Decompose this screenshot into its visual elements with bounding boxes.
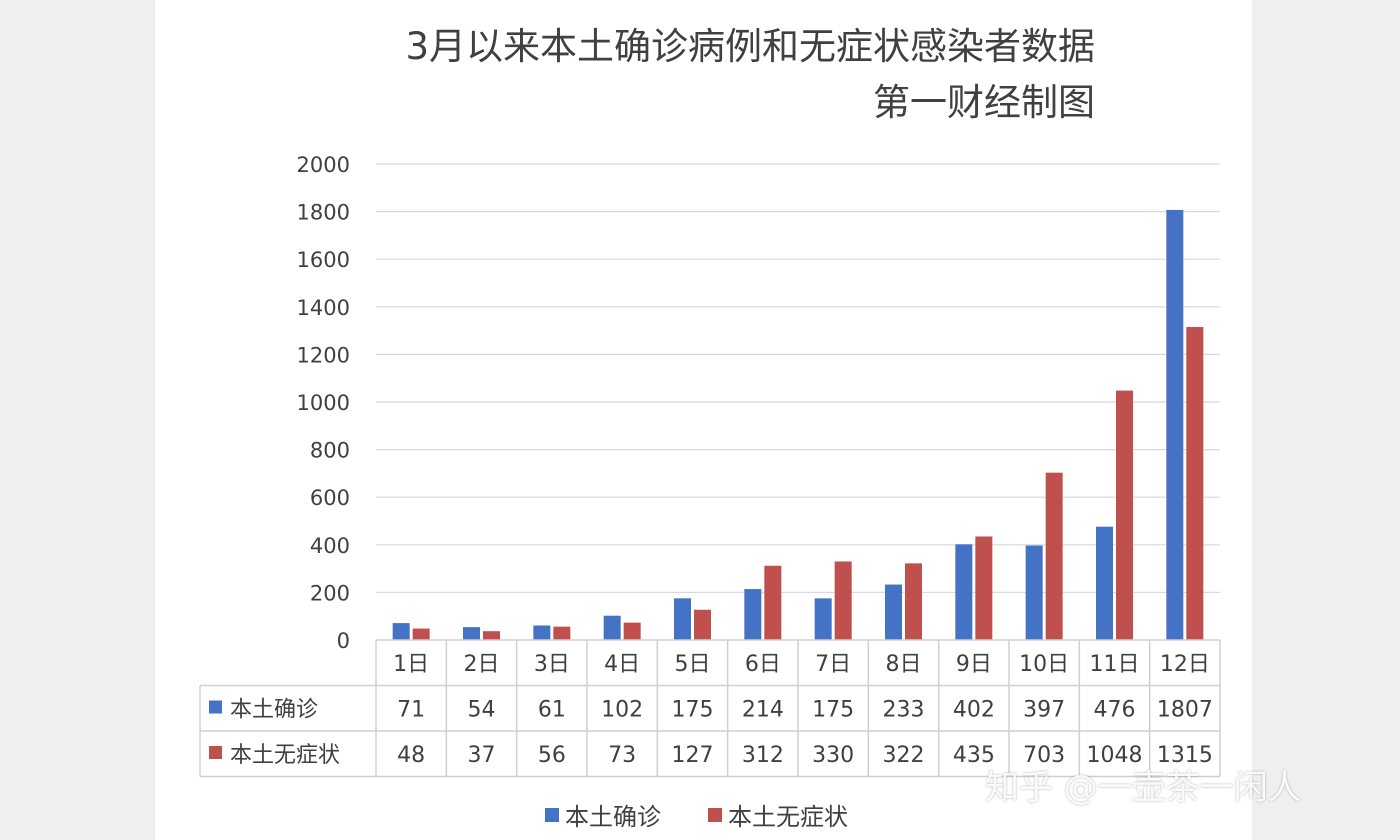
y-tick-label: 0 bbox=[337, 629, 350, 653]
bar-asymptomatic bbox=[553, 626, 571, 640]
table-legend-key bbox=[209, 700, 222, 714]
category-label: 8日 bbox=[886, 652, 922, 677]
table-value: 435 bbox=[953, 743, 995, 768]
table-value: 1315 bbox=[1157, 743, 1213, 768]
y-tick-label: 1200 bbox=[297, 343, 350, 367]
watermark: 知乎 @一壶茶一闲人 bbox=[985, 768, 1302, 808]
category-label: 3日 bbox=[534, 652, 570, 677]
category-label: 1日 bbox=[393, 652, 429, 677]
bar-asymptomatic bbox=[764, 565, 782, 640]
bar-confirmed bbox=[814, 598, 832, 640]
legend-label: 本土确诊 bbox=[565, 803, 661, 831]
table-value: 1807 bbox=[1157, 698, 1213, 723]
bar-confirmed bbox=[674, 598, 691, 640]
bar-asymptomatic bbox=[1186, 327, 1204, 640]
y-tick-label: 2000 bbox=[297, 153, 350, 177]
bar-confirmed bbox=[885, 584, 902, 640]
table-value: 330 bbox=[812, 743, 854, 768]
table-value: 233 bbox=[883, 698, 925, 723]
table-value: 397 bbox=[1023, 698, 1065, 723]
table-value: 54 bbox=[468, 698, 496, 723]
table-series-label: 本土确诊 bbox=[230, 698, 318, 723]
category-label: 11日 bbox=[1090, 652, 1140, 677]
table-value: 37 bbox=[468, 743, 496, 768]
chart-subtitle: 第一财经制图 bbox=[873, 81, 1095, 124]
y-tick-label: 1400 bbox=[297, 296, 350, 320]
bar-asymptomatic bbox=[1116, 390, 1133, 640]
category-label: 4日 bbox=[604, 652, 640, 677]
table-value: 214 bbox=[742, 698, 784, 723]
category-label: 9日 bbox=[956, 652, 992, 677]
y-tick-label: 1600 bbox=[297, 248, 350, 272]
bar-confirmed bbox=[392, 623, 410, 640]
table-legend-key bbox=[209, 746, 222, 759]
table-value: 175 bbox=[812, 698, 854, 723]
table-series-label: 本土无症状 bbox=[230, 743, 340, 768]
y-tick-label: 1800 bbox=[297, 201, 350, 225]
bar-asymptomatic bbox=[694, 609, 711, 640]
bar-confirmed bbox=[463, 627, 480, 640]
table-value: 102 bbox=[601, 698, 643, 723]
category-label: 2日 bbox=[464, 652, 500, 677]
legend-label: 本土无症状 bbox=[728, 803, 848, 831]
bar-confirmed bbox=[603, 615, 621, 640]
document-page bbox=[155, 0, 1252, 840]
bar-asymptomatic bbox=[1045, 472, 1063, 640]
bar-confirmed bbox=[955, 544, 973, 640]
y-tick-label: 400 bbox=[310, 534, 350, 558]
category-label: 5日 bbox=[675, 652, 711, 677]
y-tick-label: 200 bbox=[310, 581, 350, 605]
y-tick-label: 600 bbox=[310, 486, 350, 510]
chart-title: 3月以来本土确诊病例和无症状感染者数据 bbox=[405, 25, 1095, 68]
category-label: 6日 bbox=[745, 652, 781, 677]
legend-key bbox=[708, 808, 722, 822]
table-value: 48 bbox=[397, 743, 425, 768]
table-value: 402 bbox=[953, 698, 995, 723]
bar-confirmed bbox=[744, 589, 762, 640]
table-value: 1048 bbox=[1087, 743, 1143, 768]
bar-asymptomatic bbox=[483, 631, 500, 640]
table-value: 127 bbox=[672, 743, 714, 768]
category-label: 12日 bbox=[1160, 652, 1210, 677]
y-tick-label: 1000 bbox=[297, 391, 350, 415]
table-value: 56 bbox=[538, 743, 566, 768]
table-value: 175 bbox=[672, 698, 714, 723]
bar-asymptomatic bbox=[412, 628, 430, 640]
bar-confirmed bbox=[1096, 526, 1113, 640]
category-label: 10日 bbox=[1019, 652, 1069, 677]
bar-asymptomatic bbox=[623, 622, 641, 640]
bar-confirmed bbox=[1025, 545, 1043, 640]
bar-asymptomatic bbox=[975, 536, 993, 640]
table-value: 61 bbox=[538, 698, 566, 723]
category-label: 7日 bbox=[815, 652, 851, 677]
table-value: 703 bbox=[1023, 743, 1065, 768]
bar-confirmed bbox=[533, 625, 551, 640]
bar-confirmed bbox=[1166, 209, 1184, 640]
table-value: 71 bbox=[397, 698, 425, 723]
table-value: 312 bbox=[742, 743, 784, 768]
bar-asymptomatic bbox=[905, 563, 922, 640]
legend-key bbox=[545, 808, 559, 822]
table-value: 476 bbox=[1094, 698, 1136, 723]
y-tick-label: 800 bbox=[310, 439, 350, 463]
table-value: 73 bbox=[608, 743, 636, 768]
bar-asymptomatic bbox=[834, 561, 852, 640]
table-value: 322 bbox=[883, 743, 925, 768]
